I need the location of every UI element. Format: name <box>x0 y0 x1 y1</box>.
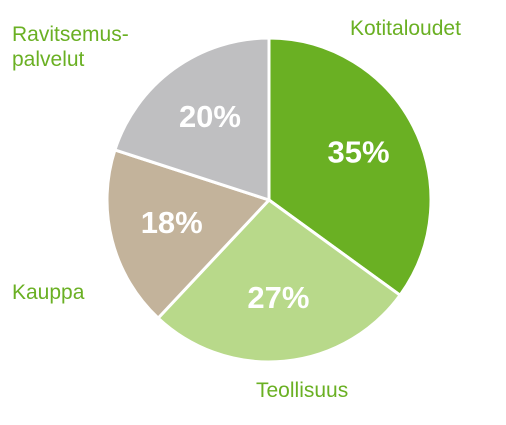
pie-slice <box>105 148 271 320</box>
value-label: 35% <box>327 135 389 170</box>
value-label: 20% <box>179 99 241 134</box>
category-label: Teollisuus <box>256 379 349 402</box>
pie-slice <box>267 36 433 297</box>
value-label: 27% <box>247 280 309 315</box>
category-label: Ravitsemus- palvelut <box>12 23 129 71</box>
value-label: 18% <box>141 205 203 240</box>
category-label: Kotitaloudet <box>350 17 461 40</box>
pie-slice <box>156 198 402 364</box>
pie-slice <box>113 36 271 202</box>
category-label: Kauppa <box>12 281 85 304</box>
